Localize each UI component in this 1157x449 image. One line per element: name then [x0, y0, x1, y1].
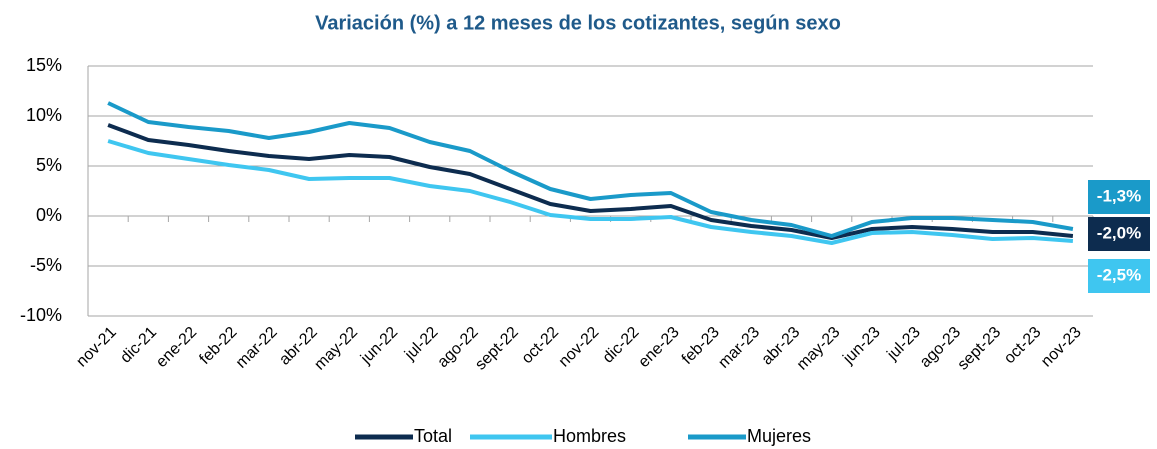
value-label-box [1088, 217, 1150, 251]
x-tick-label: jun-22 [357, 324, 401, 368]
x-tick-label: sept-23 [955, 324, 1005, 374]
x-tick-label: oct-22 [519, 324, 563, 368]
x-tick-label: sept-22 [472, 324, 522, 374]
value-label-box [1088, 180, 1150, 214]
x-tick-label: ene-22 [153, 324, 200, 371]
series-line [107, 123, 1074, 240]
y-tick-label: 10% [26, 105, 62, 125]
y-tick-label: -5% [30, 255, 62, 275]
x-tick-label: ene-23 [635, 324, 682, 371]
legend-label: Hombres [553, 426, 626, 446]
x-tick-label: may-22 [311, 324, 361, 374]
x-tick-label: mar-22 [233, 324, 281, 372]
legend-label: Total [414, 426, 452, 446]
value-label: -2,0% [1097, 223, 1141, 242]
y-tick-label: 15% [26, 55, 62, 75]
y-tick-label: 0% [36, 205, 62, 225]
legend-label: Mujeres [747, 426, 811, 446]
x-tick-label: nov-23 [1038, 324, 1085, 371]
chart-title: Variación (%) a 12 meses de los cotizant… [315, 12, 841, 34]
x-tick-label: jun-23 [840, 324, 884, 368]
value-label: -1,3% [1097, 186, 1141, 205]
series-line [107, 139, 1074, 245]
y-tick-label: -10% [20, 305, 62, 325]
x-tick-label: mar-23 [715, 324, 763, 372]
value-label-box [1088, 259, 1150, 293]
value-label: -2,5% [1097, 265, 1141, 284]
x-tick-label: nov-21 [73, 324, 120, 371]
x-tick-label: nov-22 [556, 324, 603, 371]
x-tick-label: oct-23 [1001, 324, 1045, 368]
y-tick-label: 5% [36, 155, 62, 175]
x-tick-label: may-23 [794, 324, 844, 374]
series-line [107, 101, 1074, 238]
